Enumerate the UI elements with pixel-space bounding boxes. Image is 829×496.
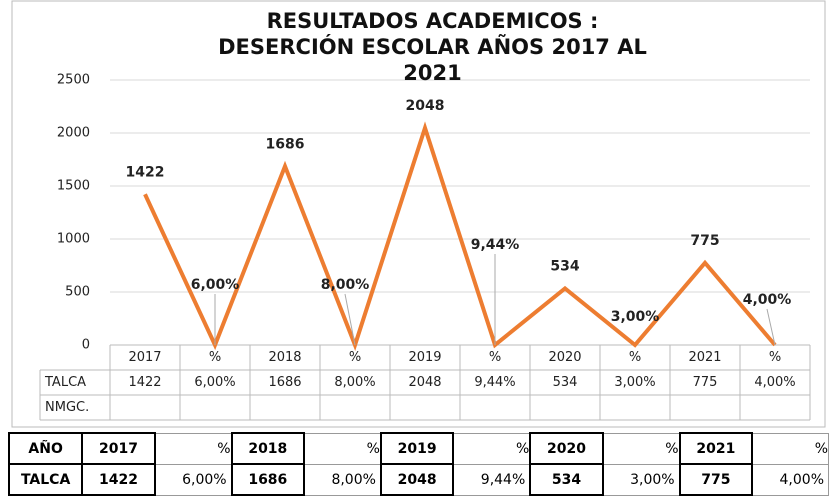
table-cell: 2018: [230, 432, 306, 465]
table-cell: 6,00%: [194, 375, 235, 390]
table-cell: %: [154, 432, 233, 465]
data-label: 6,00%: [191, 277, 240, 293]
table-cell: 2019: [379, 432, 455, 465]
table-cell: 1422: [81, 463, 156, 496]
y-tick-label: 0: [82, 338, 90, 353]
table-cell: TALCA: [7, 463, 84, 496]
data-label: 8,00%: [321, 277, 370, 293]
table-row: AÑO 2017% 2018% 2019% 2020% 2021%: [7, 432, 829, 465]
table-cell: 2021: [678, 432, 754, 465]
x-tick-label: 2020: [548, 350, 581, 365]
table-cell: %: [751, 432, 829, 465]
x-tick-label: %: [209, 350, 221, 365]
table-cell: 534: [553, 375, 578, 390]
table-cell: 6,00%: [154, 463, 233, 496]
x-tick-label: 2017: [128, 350, 161, 365]
table-cell: 8,00%: [334, 375, 375, 390]
y-tick-label: 1500: [57, 179, 90, 194]
x-tick-label: 2021: [688, 350, 721, 365]
table-cell: 4,00%: [754, 375, 795, 390]
table-cell: 775: [693, 375, 718, 390]
chart: 0 500 1000 1500 2000 2500 2017% 2018% 2019% 2020%…: [11, 0, 826, 428]
summary-table: AÑO 2017% 2018% 2019% 2020% 2021% TALCA 1422 6,0…: [7, 432, 829, 496]
chart-frame: [11, 0, 826, 428]
table-cell: AÑO: [7, 432, 84, 465]
data-label: 775: [690, 233, 719, 249]
data-label: 534: [550, 258, 579, 274]
data-label: 1422: [126, 164, 165, 180]
data-label: 1686: [266, 136, 305, 152]
data-label: 9,44%: [471, 237, 520, 253]
data-label: 2048: [406, 98, 445, 114]
y-tick-label: 2000: [57, 126, 90, 141]
leader-line: [766, 308, 776, 346]
table-cell: 1686: [268, 375, 301, 390]
table-cell: 534: [529, 463, 604, 496]
table-cell: 2020: [529, 432, 604, 465]
data-label: 4,00%: [743, 292, 792, 308]
table-cell: 9,44%: [474, 375, 515, 390]
series-line: [143, 121, 777, 351]
y-tick-label: 1000: [57, 232, 90, 247]
x-tick-label: %: [629, 350, 641, 365]
chart-title: RESULTADOS ACADEMICOS : DESERCIÓN ESCOLA…: [218, 9, 647, 85]
table-cell: 3,00%: [614, 375, 655, 390]
table-row: TALCA 1422 6,00% 1686 8,00% 2048 9,44% 534 3,00%…: [7, 463, 829, 496]
y-tick-label: 2500: [57, 73, 90, 88]
x-tick-label: 2018: [268, 350, 301, 365]
table-cell: 2048: [408, 375, 441, 390]
table-cell: %: [452, 432, 531, 465]
legend-label: TALCA: [44, 375, 86, 390]
x-tick-label: %: [349, 350, 361, 365]
leader-line: [344, 293, 356, 346]
y-tick-label: 500: [65, 285, 90, 300]
table-cell: %: [602, 432, 681, 465]
legend-label: NMGC.: [45, 400, 89, 415]
table-cell: %: [303, 432, 382, 465]
x-tick-label: %: [489, 350, 501, 365]
table-cell: 8,00%: [303, 463, 382, 496]
table-cell: 9,44%: [452, 463, 531, 496]
table-cell: 1686: [230, 463, 306, 496]
table-cell: 2017: [81, 432, 156, 465]
table-cell: 3,00%: [602, 463, 681, 496]
data-label: 3,00%: [611, 309, 660, 325]
x-tick-label: 2019: [408, 350, 441, 365]
table-cell: 2048: [379, 463, 455, 496]
table-cell: 775: [678, 463, 754, 496]
table-cell: 4,00%: [751, 463, 829, 496]
table-cell: 1422: [128, 375, 161, 390]
x-tick-label: %: [769, 350, 781, 365]
